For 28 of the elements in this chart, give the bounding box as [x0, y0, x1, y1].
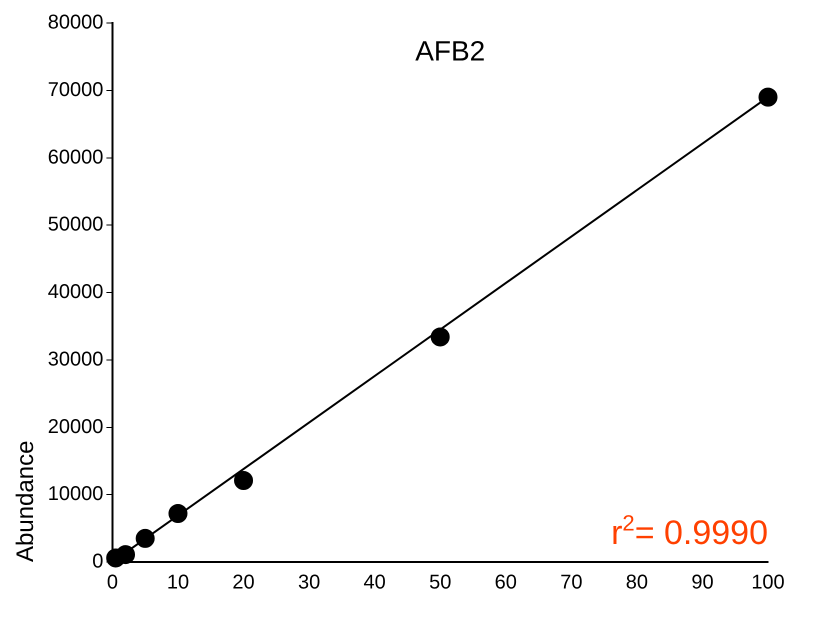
point — [430, 327, 450, 346]
x-tick-label: 50 — [429, 572, 452, 594]
x-tick-label: 30 — [298, 572, 320, 594]
point — [758, 88, 778, 107]
y-tick-label: 20000 — [48, 416, 104, 438]
x-tick-label: 90 — [691, 572, 714, 594]
point — [116, 545, 136, 564]
y-tick-label: 50000 — [48, 214, 104, 236]
y-tick-label: 70000 — [48, 78, 104, 101]
x-tick-label: 0 — [106, 572, 118, 594]
x-tick-label: 60 — [494, 572, 517, 594]
x-tick-label: 20 — [232, 572, 255, 594]
point — [234, 470, 254, 490]
y-tick-label: 60000 — [48, 146, 104, 168]
y-tick-label: 10000 — [48, 483, 104, 506]
y-tick-label: 40000 — [48, 281, 104, 304]
x-tick-label: 100 — [751, 572, 785, 594]
x-tick-label: 40 — [364, 572, 386, 594]
y-axis-title: Abundance — [12, 440, 40, 562]
point — [168, 504, 188, 523]
y-tick-label: 30000 — [48, 348, 104, 370]
x-tick-label: 10 — [166, 572, 190, 594]
y-tick-label: 80000 — [48, 12, 104, 34]
point — [136, 528, 155, 548]
x-tick-label: 70 — [560, 572, 582, 594]
x-tick-label: 80 — [626, 572, 648, 594]
text: AFB2 — [415, 36, 486, 67]
y-tick-label: 0 — [92, 550, 104, 573]
